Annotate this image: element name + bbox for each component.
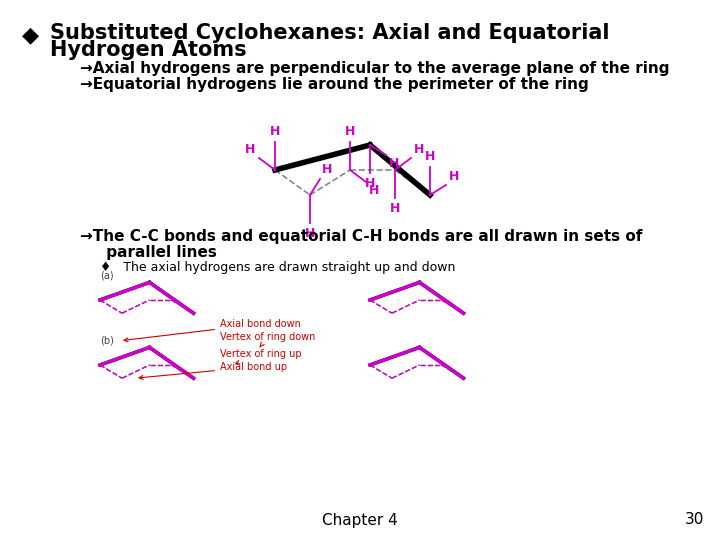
- Text: 30: 30: [685, 512, 705, 528]
- Text: H: H: [245, 143, 255, 156]
- Text: H: H: [425, 150, 435, 163]
- Text: →Equatorial hydrogens lie around the perimeter of the ring: →Equatorial hydrogens lie around the per…: [80, 77, 589, 91]
- Text: H: H: [449, 170, 459, 183]
- Text: →Axial hydrogens are perpendicular to the average plane of the ring: →Axial hydrogens are perpendicular to th…: [80, 62, 670, 77]
- Text: H: H: [305, 227, 315, 240]
- Text: H: H: [365, 177, 375, 190]
- Text: H: H: [270, 125, 280, 138]
- Text: H: H: [345, 125, 355, 138]
- Text: H: H: [390, 202, 400, 215]
- Text: ♦   The axial hydrogens are drawn straight up and down: ♦ The axial hydrogens are drawn straight…: [100, 261, 455, 274]
- Text: Substituted Cyclohexanes: Axial and Equatorial: Substituted Cyclohexanes: Axial and Equa…: [50, 23, 610, 43]
- Text: (a): (a): [100, 271, 114, 281]
- Text: H: H: [389, 157, 400, 170]
- Text: →The C-C bonds and equatorial C-H bonds are all drawn in sets of: →The C-C bonds and equatorial C-H bonds …: [80, 230, 642, 245]
- Text: Axial bond up: Axial bond up: [139, 362, 287, 380]
- Text: (b): (b): [100, 336, 114, 346]
- Text: H: H: [414, 143, 424, 156]
- Text: Chapter 4: Chapter 4: [322, 512, 398, 528]
- Text: H: H: [369, 184, 379, 197]
- Text: Vertex of ring down: Vertex of ring down: [220, 332, 315, 347]
- Text: H: H: [322, 163, 333, 176]
- Text: ◆: ◆: [22, 25, 39, 45]
- Text: Vertex of ring up: Vertex of ring up: [220, 349, 302, 364]
- Text: parallel lines: parallel lines: [80, 245, 217, 260]
- Text: Hydrogen Atoms: Hydrogen Atoms: [50, 40, 247, 60]
- Text: Axial bond down: Axial bond down: [124, 319, 301, 342]
